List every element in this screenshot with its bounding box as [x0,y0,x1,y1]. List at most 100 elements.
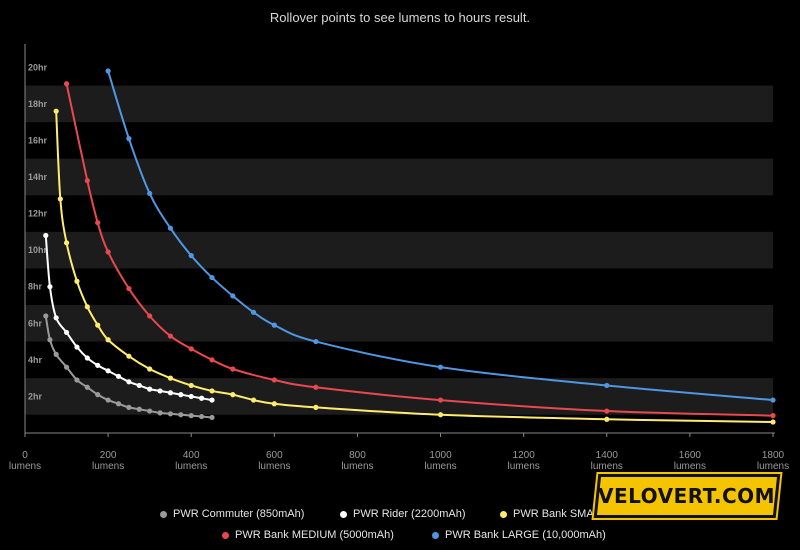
data-point-0-6 [95,392,101,398]
y-tick-labels: 2hr 4hr 6hr 8hr 10hr 12hr 14hr 16hr 18hr 20hr [28,62,48,401]
data-point-3-12 [437,397,444,403]
data-point-2-13 [250,397,257,403]
y-tick-label-4: 4hr [28,355,43,365]
data-point-0-8 [115,401,122,407]
data-point-3-5 [147,313,153,319]
data-point-3-4 [126,285,132,292]
data-point-0-17 [209,414,215,421]
data-point-0-12 [157,410,163,416]
series-line-3 [65,83,774,417]
x-tick-label-0: 0 [22,450,28,461]
data-point-2-14 [271,401,277,407]
legend-label: PWR Commuter (850mAh) [173,508,305,520]
data-point-0-11 [147,408,153,414]
x-tick-label-1400: 1400 [596,450,619,461]
data-point-0-16 [199,413,205,420]
legend-dot-icon [500,510,507,518]
data-point-1-12 [157,388,163,394]
data-point-3-13 [604,408,610,414]
x-tick-unit-1000: lumens [424,461,456,472]
data-point-2-12 [230,392,236,398]
legend-dot-icon [160,510,167,518]
data-point-1-15 [188,393,194,400]
data-point-2-2 [63,240,70,246]
series-1 [43,232,215,403]
data-point-2-7 [126,353,132,359]
data-point-4-3 [167,225,174,231]
data-point-0-7 [105,397,111,403]
data-point-2-8 [147,366,153,372]
legend-item-3: PWR Bank MEDIUM (5000mAh) [222,529,394,541]
data-point-1-11 [147,386,153,392]
data-point-0-3 [63,364,70,370]
series-3 [63,81,776,419]
x-tick-label-600: 600 [266,450,283,461]
grid-band-1 [25,305,773,342]
legend-item-1: PWR Rider (2200mAh) [340,508,465,520]
y-tick-label-10: 10hr [28,245,48,255]
x-tick-labels: 0lumens200lumens400lumens600lumens800lum… [9,433,789,472]
data-point-4-2 [147,190,153,197]
legend-item-4: PWR Bank LARGE (10,000mAh) [432,529,606,541]
x-tick-unit-200: lumens [92,461,124,472]
data-point-1-16 [199,395,205,401]
x-tick-label-400: 400 [183,450,200,461]
x-tick-unit-1200: lumens [508,461,540,472]
legend-dot-icon [222,531,229,539]
logo-text: VELOVERT.COM [598,484,776,508]
data-point-3-0 [63,81,70,87]
data-point-4-10 [437,364,444,370]
data-point-0-0 [43,313,49,319]
y-tick-label-20: 20hr [28,62,48,72]
legend-label: PWR Bank MEDIUM (5000mAh) [235,529,394,541]
legend-label: PWR Rider (2200mAh) [353,508,466,520]
data-point-3-11 [313,384,319,390]
x-tick-label-800: 800 [349,450,366,461]
data-point-3-9 [230,366,236,372]
data-point-3-2 [95,220,101,226]
chart-subtitle: Rollover points to see lumens to hours r… [269,10,531,25]
series-0 [43,313,215,421]
data-point-3-6 [167,333,174,339]
data-point-2-16 [437,412,444,418]
y-tick-label-14: 14hr [28,172,48,182]
data-point-2-9 [167,375,174,381]
data-point-1-3 [63,329,70,336]
x-tick-unit-800: lumens [341,461,373,472]
data-point-0-13 [167,411,174,417]
data-point-4-11 [604,382,610,389]
data-point-1-7 [105,368,111,374]
series-line-4 [107,70,774,402]
y-tick-label-18: 18hr [28,99,48,109]
x-tick-unit-1800: lumens [757,461,789,472]
data-point-2-6 [105,337,111,343]
legend-dot-icon [340,510,347,518]
data-point-2-5 [95,322,101,328]
data-point-3-1 [84,178,90,184]
x-tick-label-200: 200 [100,450,117,461]
data-point-1-9 [126,379,132,385]
data-point-2-11 [209,388,215,394]
data-point-3-7 [188,346,194,352]
x-tick-label-1200: 1200 [513,450,536,461]
legend-dot-icon [432,531,439,539]
x-tick-unit-1600: lumens [674,461,706,472]
data-point-4-0 [105,68,111,74]
data-point-4-12 [770,397,776,403]
data-point-2-15 [313,404,319,410]
data-point-1-4 [74,344,80,350]
series-4 [105,68,776,403]
data-point-0-9 [126,404,132,410]
data-point-3-14 [770,413,776,419]
data-point-0-5 [84,384,90,390]
x-tick-label-1000: 1000 [429,450,452,461]
data-point-1-2 [53,315,59,321]
data-point-1-0 [43,232,49,239]
x-tick-unit-1400: lumens [591,461,623,472]
data-point-2-0 [53,108,59,114]
x-tick-unit-600: lumens [258,461,290,472]
data-point-4-6 [230,293,236,299]
data-point-1-10 [136,382,142,389]
y-tick-label-12: 12hr [28,209,48,219]
data-point-0-2 [53,351,59,357]
